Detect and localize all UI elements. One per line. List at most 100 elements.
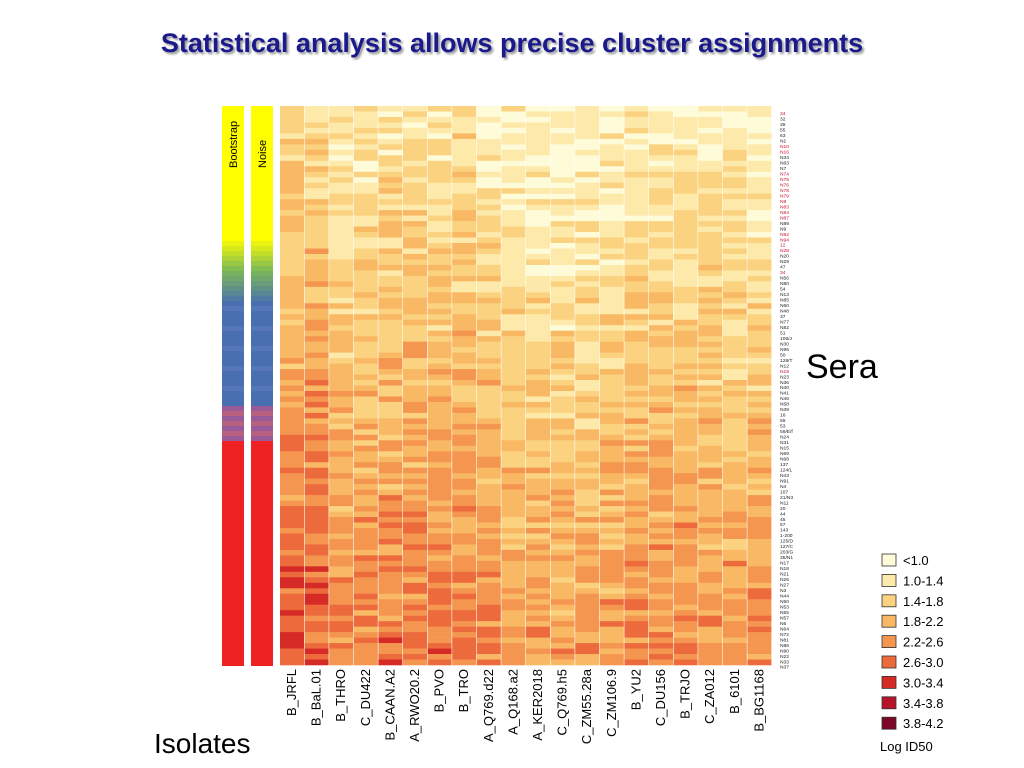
- heatmap-cell: [673, 549, 698, 556]
- heatmap-cell: [722, 259, 747, 266]
- heatmap-cell: [575, 407, 600, 414]
- heatmap-cell: [526, 615, 550, 622]
- heatmap-cell: [304, 626, 329, 633]
- heatmap-cell: [501, 303, 526, 310]
- heatmap-cell: [452, 500, 477, 507]
- heatmap-cell: [353, 303, 378, 310]
- side-bar-segment: [251, 376, 273, 382]
- heatmap-cell: [550, 380, 575, 386]
- heatmap-cell: [673, 358, 698, 364]
- sera-label: N60: [780, 303, 789, 309]
- heatmap-cell: [329, 440, 354, 447]
- heatmap-cell: [329, 604, 354, 611]
- heatmap-cell: [280, 654, 304, 660]
- heatmap-cell: [599, 352, 624, 359]
- heatmap-cell: [280, 221, 304, 227]
- heatmap-cell: [378, 336, 403, 342]
- heatmap-cell: [378, 352, 403, 359]
- side-bar-segment: [251, 571, 273, 577]
- heatmap-cell: [329, 412, 354, 419]
- heatmap-cell: [403, 281, 427, 288]
- heatmap-cell: [722, 352, 747, 359]
- heatmap-cell: [501, 210, 526, 216]
- heatmap-cell: [329, 495, 354, 501]
- heatmap-cell: [501, 654, 526, 660]
- heatmap-cell: [550, 643, 575, 649]
- heatmap-cell: [427, 659, 452, 666]
- heatmap-cell: [526, 643, 550, 649]
- heatmap-cell: [649, 423, 673, 430]
- side-bar-segment: [222, 431, 244, 437]
- heatmap-cell: [403, 560, 427, 567]
- heatmap-cell: [673, 489, 698, 496]
- heatmap-cell: [304, 369, 329, 375]
- heatmap-cell: [649, 440, 673, 447]
- heatmap-cell: [452, 478, 477, 485]
- heatmap-cell: [403, 380, 427, 386]
- heatmap-cell: [329, 281, 354, 288]
- heatmap-cell: [575, 106, 600, 112]
- heatmap-cell: [280, 451, 304, 458]
- sera-label: 1-200: [780, 533, 793, 539]
- side-bar-segment: [251, 211, 273, 217]
- heatmap-cell: [624, 226, 649, 233]
- heatmap-cell: [747, 308, 772, 315]
- heatmap-cell: [476, 637, 501, 644]
- side-bar-segment: [251, 546, 273, 552]
- heatmap-cell: [304, 522, 329, 529]
- isolate-label: C_Q769.h5: [555, 669, 570, 736]
- heatmap-cell: [280, 538, 304, 545]
- heatmap-cell: [526, 451, 550, 458]
- heatmap-cell: [329, 511, 354, 518]
- heatmap-cell: [378, 193, 403, 200]
- heatmap-cell: [599, 412, 624, 419]
- heatmap-cell: [452, 495, 477, 501]
- heatmap-cell: [599, 127, 624, 134]
- heatmap-cell: [280, 330, 304, 337]
- heatmap-cell: [403, 352, 427, 359]
- heatmap-cell: [526, 571, 550, 578]
- heatmap-cell: [501, 610, 526, 616]
- side-bar-segment: [222, 481, 244, 487]
- heatmap-cell: [550, 495, 575, 501]
- heatmap-cell: [550, 330, 575, 337]
- side-bar-segment: [251, 521, 273, 527]
- heatmap-cell: [304, 155, 329, 162]
- heatmap-cell: [476, 451, 501, 458]
- heatmap-cell: [526, 358, 550, 364]
- heatmap-cell: [624, 292, 649, 299]
- heatmap-cell: [575, 210, 600, 216]
- heatmap-cell: [427, 221, 452, 227]
- heatmap-cell: [353, 106, 378, 112]
- heatmap-cell: [624, 604, 649, 611]
- heatmap-cell: [280, 210, 304, 216]
- heatmap-cell: [353, 533, 378, 540]
- heatmap-cell: [353, 385, 378, 392]
- heatmap-cell: [476, 604, 501, 611]
- side-bar-segment: [251, 106, 273, 112]
- sera-label: N22: [780, 654, 789, 660]
- heatmap-cell: [329, 582, 354, 589]
- heatmap-cell: [476, 188, 501, 194]
- sera-label: N17: [780, 561, 789, 567]
- side-bar-segment: [251, 301, 273, 307]
- sera-label: N94: [780, 237, 789, 243]
- heatmap-cell: [526, 253, 550, 260]
- heatmap-cell: [452, 325, 477, 331]
- heatmap-cell: [403, 292, 427, 299]
- heatmap-cell: [526, 215, 550, 222]
- heatmap-cell: [747, 407, 772, 414]
- heatmap-cell: [722, 412, 747, 419]
- heatmap-cell: [403, 122, 427, 129]
- heatmap-cell: [550, 456, 575, 463]
- heatmap-cell: [378, 182, 403, 189]
- sera-label: 16: [780, 413, 786, 419]
- side-bar-segment: [222, 271, 244, 277]
- heatmap-cell: [673, 390, 698, 397]
- sera-label: N36: [780, 380, 789, 386]
- heatmap-cell: [550, 292, 575, 299]
- side-bar-segment: [251, 501, 273, 507]
- heatmap-cell: [378, 270, 403, 277]
- heatmap-cell: [698, 210, 723, 216]
- heatmap-cell: [575, 292, 600, 299]
